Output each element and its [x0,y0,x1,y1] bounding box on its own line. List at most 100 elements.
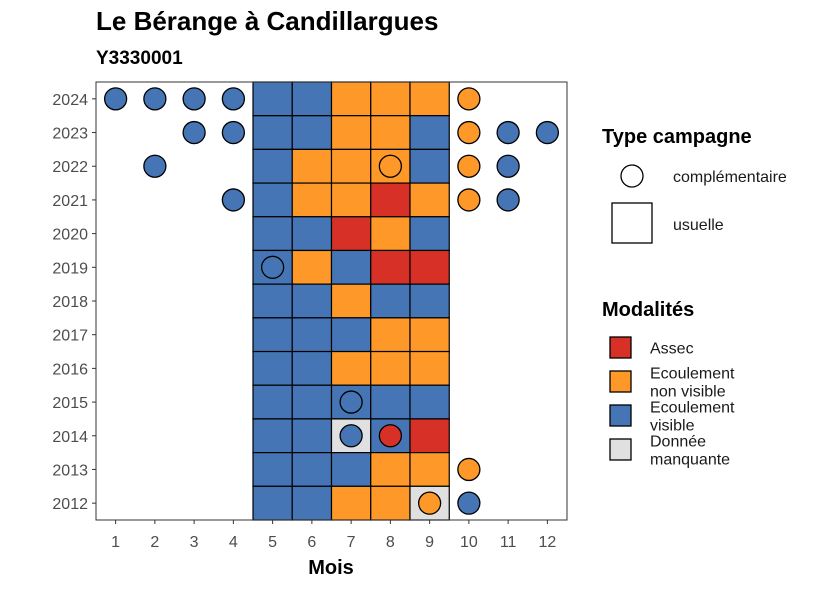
cell-2022-5 [252,148,293,184]
legend-fill-label: manquante [650,452,730,469]
cell-2012-6 [291,485,333,521]
y-tick-label: 2018 [52,294,88,311]
point-2022-10 [457,154,481,178]
cell-2012-8 [370,485,411,521]
cell-2015-6 [291,384,333,420]
cell-2015-8 [370,384,411,420]
point-2022-11 [496,154,520,178]
cell-2023-9 [409,115,450,150]
y-tick-label: 2015 [52,395,88,412]
legend-swatch [609,336,632,359]
cell-2012-5 [252,485,293,521]
chart-subtitle: Y3330001 [96,48,183,69]
legend-swatch [609,404,632,427]
point-2024-3 [182,87,206,111]
y-tick-label: 2020 [52,227,88,244]
cell-2014-9 [409,418,450,454]
cell-2019-8 [370,249,411,285]
cell-2021-5 [252,182,293,218]
cell-2020-8 [370,216,411,252]
cell-2013-6 [291,452,333,487]
point-2015-7 [339,390,363,414]
cell-2021-6 [291,182,333,218]
x-tick-label: 7 [347,534,356,551]
point-2023-11 [496,120,520,145]
legend-fill-label: Assec [650,341,694,358]
cell-2018-9 [409,283,450,319]
legend-fill-label: Donnée [650,434,706,451]
cell-2022-7 [330,148,372,184]
legend-fill-label: visible [650,418,695,435]
y-tick-label: 2023 [52,126,88,143]
cell-2012-7 [330,485,372,521]
complementaire-points [103,87,560,515]
cell-2018-5 [252,283,293,319]
x-tick-label: 5 [268,534,277,551]
y-tick-label: 2016 [52,361,88,378]
cell-2014-6 [291,418,333,454]
point-2021-11 [496,188,520,212]
y-tick-label: 2019 [52,260,88,277]
cell-2017-6 [291,317,333,353]
cell-2023-7 [330,115,372,150]
x-axis-title: Mois [308,557,354,579]
cell-2023-8 [370,115,411,150]
cell-2017-5 [252,317,293,353]
x-tick-label: 3 [190,534,199,551]
cell-2016-8 [370,350,411,386]
point-2021-10 [457,188,481,212]
cell-2020-5 [252,216,293,252]
point-2014-7 [339,424,363,448]
cell-2023-6 [291,115,333,150]
legend-fill-label: non visible [650,384,726,401]
cell-2021-7 [330,182,372,218]
point-2024-4 [221,87,246,111]
cell-2016-7 [330,350,372,386]
x-tick-label: 11 [500,534,517,551]
chart-title: Le Bérange à Candillargues [96,6,438,36]
point-2022-8 [378,154,403,178]
x-tick-label: 8 [386,534,395,551]
cell-2019-7 [330,249,372,285]
y-axis: 2012 2013 2014 2015 2016 2017 2018 2019 2020 2021… [52,92,96,513]
cell-2020-6 [291,216,333,252]
x-tick-label: 2 [150,534,159,551]
cell-2023-5 [252,115,293,150]
point-2019-5 [260,255,285,279]
point-2014-8 [378,424,403,448]
x-tick-label: 4 [229,534,238,551]
cell-2018-7 [330,283,372,319]
y-tick-label: 2017 [52,328,88,345]
legend-swatch [609,438,632,461]
legend-shape-title: Type campagne [602,126,752,148]
cell-2017-7 [330,317,372,353]
cell-2020-9 [409,216,450,252]
cell-2019-6 [291,249,333,285]
cell-2021-8 [370,182,411,218]
point-2022-2 [143,154,167,178]
cell-2024-5 [252,81,293,117]
legend-shape-label-complementaire: complémentaire [673,169,787,186]
y-tick-label: 2021 [52,193,88,210]
cell-2013-8 [370,452,411,487]
legend-fill-label: Ecoulement [650,366,735,383]
x-tick-label: 10 [460,534,478,551]
cell-2016-5 [252,350,293,386]
point-2023-3 [182,120,206,145]
point-2024-2 [143,87,167,111]
y-tick-label: 2014 [52,429,88,446]
y-tick-label: 2024 [52,92,88,109]
point-2023-4 [221,120,246,145]
cell-2016-6 [291,350,333,386]
cell-2017-8 [370,317,411,353]
cell-2015-9 [409,384,450,420]
x-tick-label: 12 [538,534,556,551]
cell-2013-5 [252,452,293,487]
legend-shape-label-usuelle: usuelle [673,217,724,234]
point-2021-4 [221,188,246,212]
cell-2019-9 [409,249,450,285]
cell-2018-8 [370,283,411,319]
x-axis: 1 2 3 4 5 6 7 8 9 10 11 12 [111,520,556,551]
cell-2013-9 [409,452,450,487]
